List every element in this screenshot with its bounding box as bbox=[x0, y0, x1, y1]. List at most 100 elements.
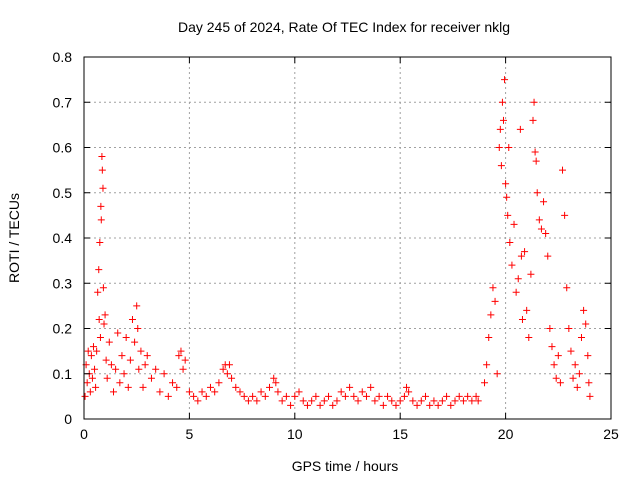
data-point bbox=[87, 352, 95, 360]
data-point bbox=[133, 302, 141, 310]
data-point bbox=[571, 361, 579, 369]
data-point bbox=[586, 392, 594, 400]
data-point bbox=[93, 347, 101, 355]
data-point bbox=[384, 392, 392, 400]
data-point bbox=[274, 388, 282, 396]
data-point bbox=[497, 162, 505, 170]
data-point bbox=[219, 365, 227, 373]
data-point bbox=[379, 401, 387, 409]
data-point bbox=[409, 397, 417, 405]
data-point bbox=[561, 211, 569, 219]
data-point bbox=[498, 98, 506, 106]
data-point bbox=[312, 392, 320, 400]
data-point bbox=[532, 157, 540, 165]
data-point bbox=[141, 361, 149, 369]
data-point bbox=[325, 392, 333, 400]
data-point bbox=[134, 325, 142, 332]
data-point bbox=[147, 374, 155, 382]
data-point bbox=[118, 352, 126, 360]
data-point bbox=[169, 379, 177, 387]
data-point bbox=[308, 397, 316, 405]
data-point bbox=[194, 397, 202, 405]
data-point bbox=[400, 392, 408, 400]
data-point bbox=[83, 379, 91, 387]
data-point bbox=[333, 397, 341, 405]
data-point bbox=[164, 392, 172, 400]
data-point bbox=[502, 180, 510, 188]
data-point bbox=[358, 388, 366, 396]
data-point bbox=[434, 401, 442, 409]
data-point bbox=[232, 383, 240, 391]
data-point bbox=[506, 239, 514, 247]
data-point bbox=[565, 325, 573, 332]
data-point bbox=[580, 306, 588, 314]
data-point bbox=[299, 397, 307, 405]
y-tick-label: 0.8 bbox=[53, 49, 73, 65]
data-point bbox=[527, 270, 535, 278]
data-point bbox=[451, 397, 459, 405]
data-point bbox=[95, 266, 103, 274]
data-point bbox=[483, 361, 491, 369]
data-point bbox=[503, 193, 511, 201]
data-point bbox=[206, 383, 214, 391]
data-point bbox=[98, 166, 106, 174]
y-tick-label: 0.4 bbox=[53, 230, 73, 246]
data-point bbox=[556, 379, 564, 387]
data-point bbox=[316, 401, 324, 409]
y-tick-label: 0.7 bbox=[53, 94, 73, 110]
data-point bbox=[464, 392, 472, 400]
data-point bbox=[128, 315, 136, 323]
data-point bbox=[577, 334, 585, 342]
data-point bbox=[504, 211, 512, 219]
data-point bbox=[550, 361, 558, 369]
data-point bbox=[573, 383, 581, 391]
data-point bbox=[430, 397, 438, 405]
data-point bbox=[257, 388, 265, 396]
data-point bbox=[392, 401, 400, 409]
x-tick-label: 15 bbox=[392, 426, 408, 442]
data-point bbox=[175, 352, 183, 360]
data-point bbox=[88, 374, 96, 382]
data-point bbox=[160, 370, 168, 378]
data-point bbox=[124, 383, 132, 391]
data-point bbox=[99, 184, 107, 192]
data-point bbox=[99, 284, 107, 292]
data-point bbox=[97, 216, 105, 224]
data-point bbox=[228, 374, 236, 382]
data-point bbox=[563, 284, 571, 292]
data-point bbox=[91, 365, 99, 373]
data-point bbox=[100, 320, 108, 328]
data-point bbox=[496, 125, 504, 133]
data-point bbox=[225, 361, 233, 369]
data-point bbox=[249, 392, 257, 400]
data-point bbox=[177, 347, 185, 355]
data-point bbox=[102, 356, 110, 364]
data-point bbox=[110, 388, 118, 396]
data-point bbox=[516, 125, 524, 133]
data-point bbox=[585, 379, 593, 387]
data-point bbox=[537, 225, 545, 233]
data-point bbox=[282, 392, 290, 400]
data-point bbox=[417, 397, 425, 405]
data-point bbox=[346, 383, 354, 391]
x-tick-label: 5 bbox=[186, 426, 194, 442]
data-point bbox=[295, 388, 303, 396]
data-point bbox=[468, 397, 476, 405]
data-point bbox=[278, 397, 286, 405]
data-point bbox=[362, 392, 370, 400]
data-point bbox=[485, 334, 493, 342]
x-tick-label: 0 bbox=[80, 426, 88, 442]
data-point bbox=[371, 397, 379, 405]
data-point bbox=[122, 334, 130, 342]
y-tick-label: 0.6 bbox=[53, 140, 73, 156]
data-point bbox=[92, 383, 100, 391]
data-point bbox=[510, 220, 518, 228]
data-point bbox=[501, 76, 509, 84]
data-point bbox=[438, 397, 446, 405]
data-point bbox=[320, 397, 328, 405]
data-point bbox=[472, 392, 480, 400]
data-point bbox=[529, 116, 537, 124]
data-point bbox=[559, 166, 567, 174]
data-point bbox=[266, 383, 274, 391]
data-point bbox=[455, 392, 463, 400]
